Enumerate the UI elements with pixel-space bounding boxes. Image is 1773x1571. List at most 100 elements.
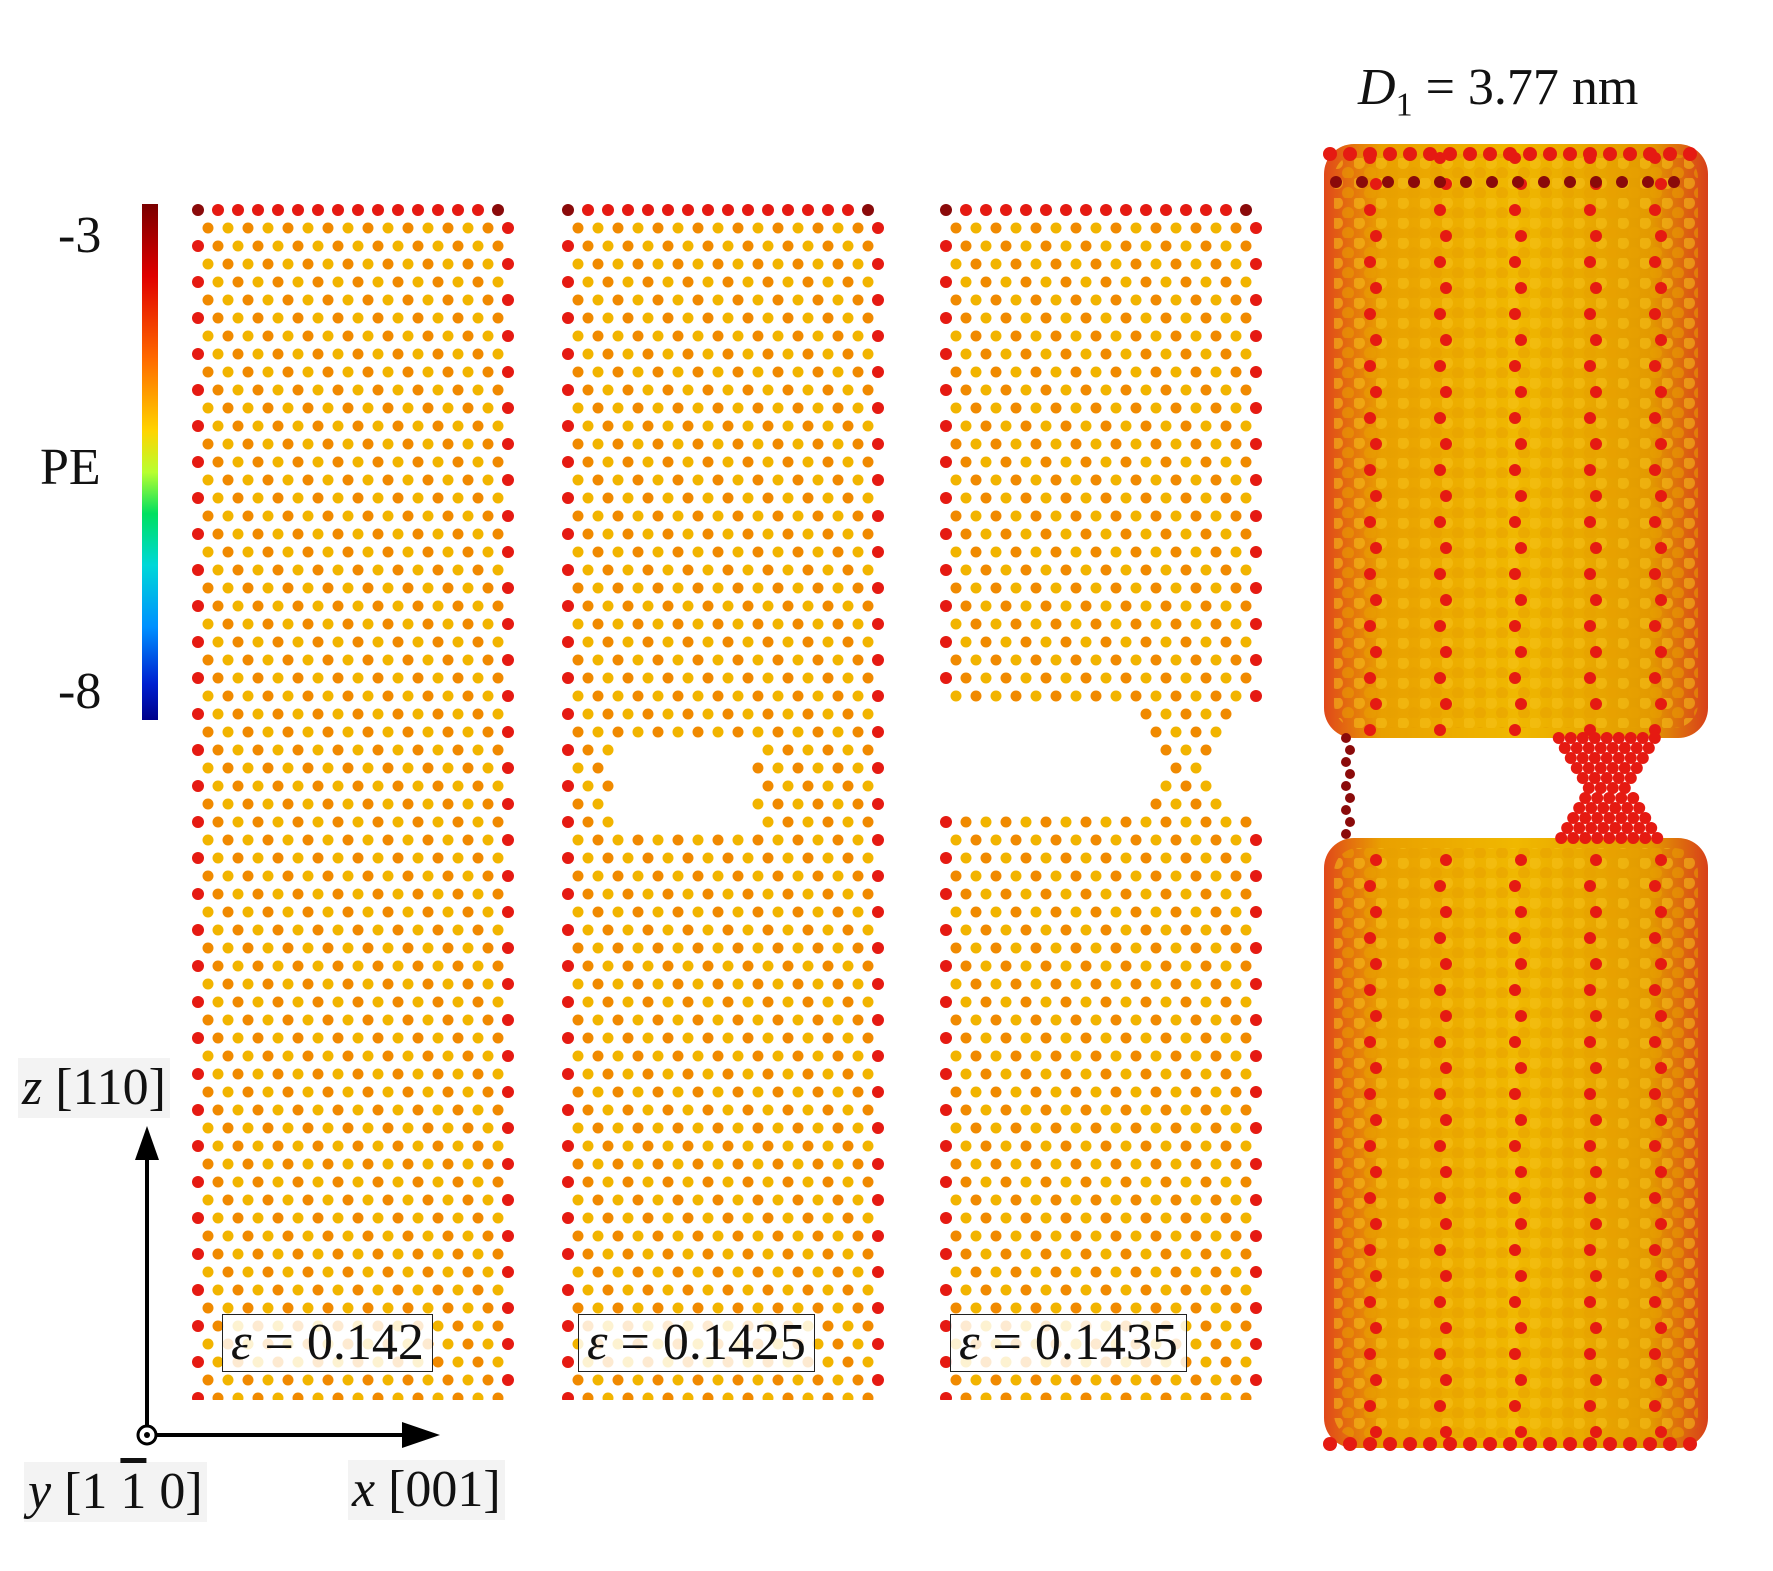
atom — [402, 1302, 414, 1314]
surface-atom — [1590, 1166, 1602, 1178]
surface-atom — [1655, 1114, 1667, 1126]
atom — [682, 852, 694, 864]
atom — [472, 1356, 484, 1368]
atom — [812, 870, 824, 882]
atom — [822, 924, 834, 936]
atom — [1040, 1392, 1052, 1400]
atom — [652, 1374, 664, 1386]
atom — [492, 204, 504, 216]
atom — [1250, 978, 1262, 990]
atom — [622, 636, 634, 648]
atom — [1210, 546, 1222, 558]
atom — [232, 744, 244, 756]
atom — [1010, 1266, 1022, 1278]
atom — [232, 312, 244, 324]
atom — [842, 456, 854, 468]
atom — [322, 438, 334, 450]
atom — [382, 726, 394, 738]
atom — [662, 1140, 674, 1152]
atom — [452, 1140, 464, 1152]
atom — [852, 726, 864, 738]
rim-atom — [1563, 1437, 1577, 1451]
atom — [192, 1248, 204, 1260]
atom — [682, 204, 694, 216]
neck-atom — [1588, 752, 1601, 764]
surface-atom — [1509, 360, 1521, 372]
atom — [482, 366, 494, 378]
atom — [782, 1140, 794, 1152]
atom — [632, 222, 644, 234]
atom — [632, 978, 644, 990]
atom — [772, 510, 784, 522]
atom — [222, 906, 234, 918]
atom — [242, 1086, 254, 1098]
atom — [622, 348, 634, 360]
atom — [702, 600, 714, 612]
colorbar-max-label: -3 — [58, 207, 102, 264]
atom — [322, 978, 334, 990]
atom — [1200, 924, 1212, 936]
atom — [1060, 456, 1072, 468]
atom — [602, 564, 614, 576]
atom — [312, 888, 324, 900]
atom — [442, 582, 454, 594]
atom — [642, 888, 654, 900]
atom — [1220, 1248, 1232, 1260]
atom — [852, 510, 864, 522]
atom — [782, 888, 794, 900]
atom — [502, 546, 514, 558]
atom — [632, 1050, 644, 1062]
atom — [462, 1302, 474, 1314]
atom — [422, 366, 434, 378]
atom — [742, 492, 754, 504]
atom — [202, 1122, 214, 1134]
atom — [1190, 1266, 1202, 1278]
atom — [752, 330, 764, 342]
atom — [1060, 1212, 1072, 1224]
atom — [492, 780, 504, 792]
atom — [652, 582, 664, 594]
atom — [1020, 1284, 1032, 1296]
diameter-value: = 3.77 nm — [1412, 59, 1639, 116]
atom — [342, 1194, 354, 1206]
atom — [1220, 492, 1232, 504]
atom — [222, 510, 234, 522]
atom — [832, 978, 844, 990]
atom — [402, 726, 414, 738]
atom — [712, 978, 724, 990]
atom — [1120, 204, 1132, 216]
atom — [582, 564, 594, 576]
atom — [412, 1392, 424, 1400]
atom — [792, 258, 804, 270]
atom — [792, 798, 804, 810]
atom — [862, 1284, 874, 1296]
atom — [412, 1140, 424, 1152]
atom — [202, 222, 214, 234]
atom — [1140, 1176, 1152, 1188]
atom — [960, 1140, 972, 1152]
atom — [1240, 420, 1252, 432]
atom — [1200, 312, 1212, 324]
atom — [1070, 654, 1082, 666]
atom — [212, 816, 224, 828]
atom — [502, 798, 514, 810]
atom — [502, 1266, 514, 1278]
atom — [1190, 1302, 1202, 1314]
atom — [652, 1194, 664, 1206]
atom — [312, 1248, 324, 1260]
atom — [832, 1086, 844, 1098]
atom — [572, 366, 584, 378]
neck-atom — [1600, 752, 1613, 764]
atom — [192, 1140, 204, 1152]
atom — [990, 402, 1002, 414]
atom — [1120, 1104, 1132, 1116]
atom — [752, 870, 764, 882]
atom — [732, 1158, 744, 1170]
atom — [852, 438, 864, 450]
atom — [970, 1374, 982, 1386]
atom — [602, 384, 614, 396]
atom — [462, 1266, 474, 1278]
atom — [712, 330, 724, 342]
atom — [332, 1176, 344, 1188]
atom — [592, 546, 604, 558]
